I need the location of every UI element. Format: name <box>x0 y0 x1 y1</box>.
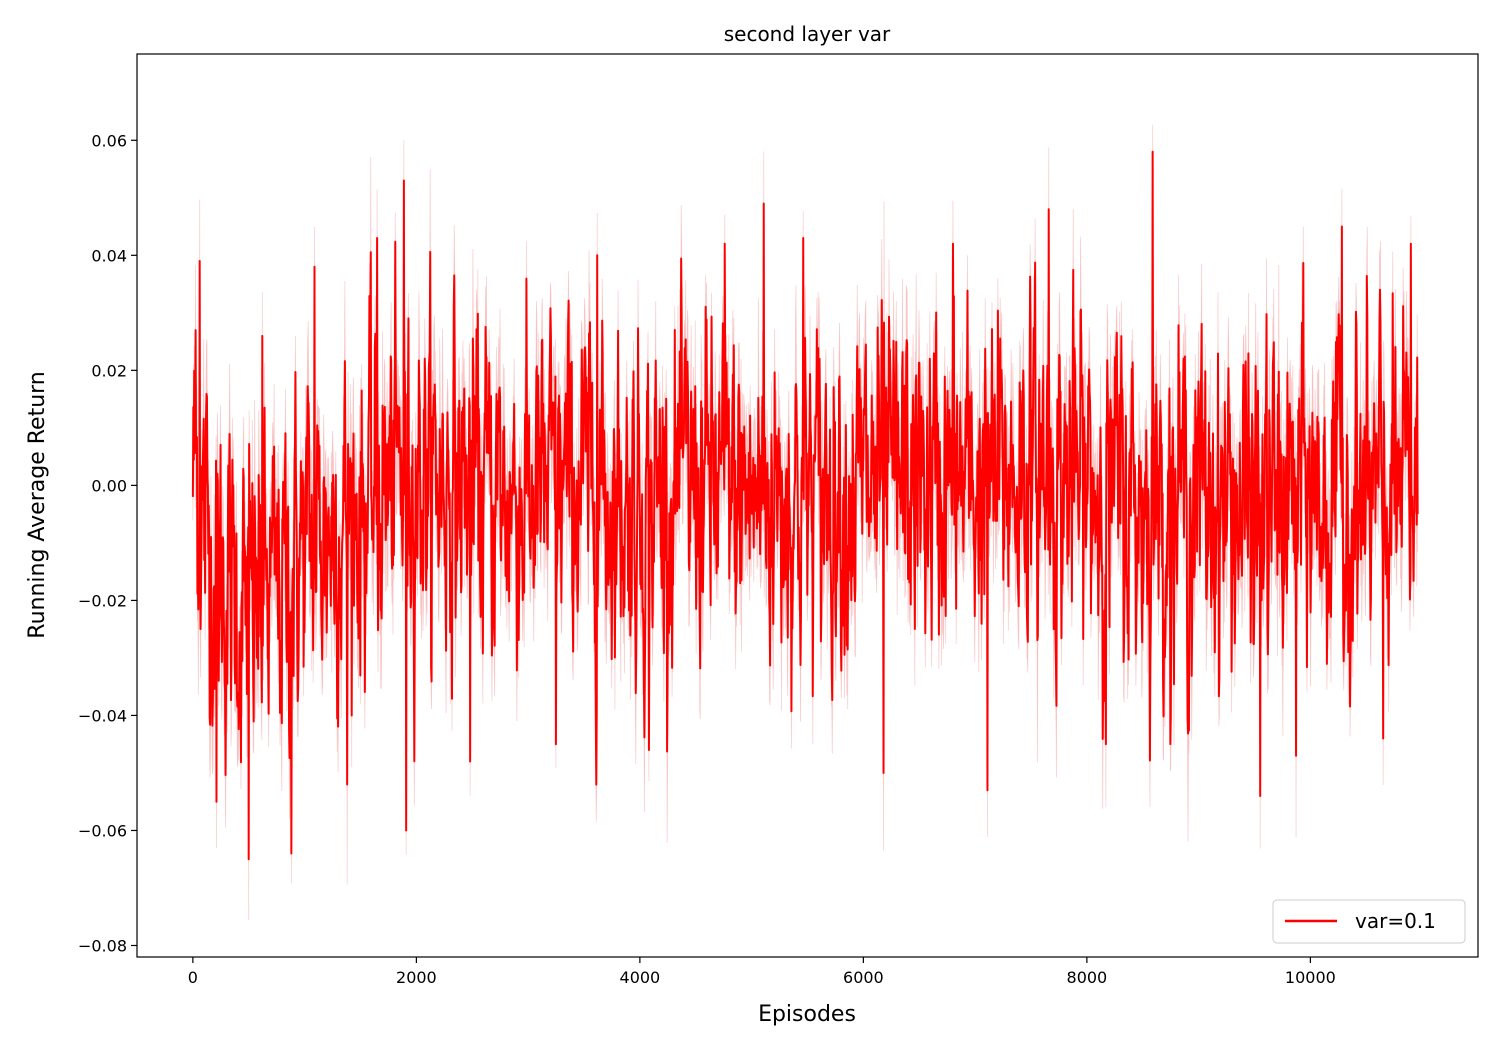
x-tick-label: 8000 <box>1067 968 1108 987</box>
y-tick-label: 0.04 <box>91 246 127 265</box>
x-tick-label: 10000 <box>1285 968 1336 987</box>
legend-label-var-0-1: var=0.1 <box>1355 909 1436 933</box>
chart-title: second layer var <box>724 22 891 46</box>
y-axis-ticks: −0.08 −0.06 −0.04 −0.02 0.00 0.02 0.04 0.06 <box>78 131 137 955</box>
y-tick-label: −0.06 <box>78 821 127 840</box>
x-tick-label: 6000 <box>843 968 884 987</box>
axes-frame <box>136 53 1479 958</box>
y-tick-label: 0.00 <box>91 476 127 495</box>
y-tick-label: −0.02 <box>78 591 127 610</box>
plot-area <box>191 124 1419 921</box>
x-axis-title: Episodes <box>758 1002 856 1027</box>
legend: var=0.1 <box>1272 899 1466 944</box>
y-tick-label: 0.02 <box>91 361 127 380</box>
x-tick-label: 0 <box>188 968 198 987</box>
y-tick-label: 0.06 <box>91 131 127 150</box>
series-line-var-0-1 <box>191 150 1419 861</box>
x-tick-label: 4000 <box>620 968 661 987</box>
x-tick-label: 2000 <box>396 968 437 987</box>
y-axis-title: Running Average Return <box>25 371 50 638</box>
series-line-layer <box>191 150 1419 861</box>
y-tick-label: −0.08 <box>78 936 127 955</box>
y-tick-label: −0.04 <box>78 706 127 725</box>
x-axis-ticks: 0 2000 4000 6000 8000 10000 <box>188 957 1336 987</box>
legend-box <box>1272 899 1466 944</box>
